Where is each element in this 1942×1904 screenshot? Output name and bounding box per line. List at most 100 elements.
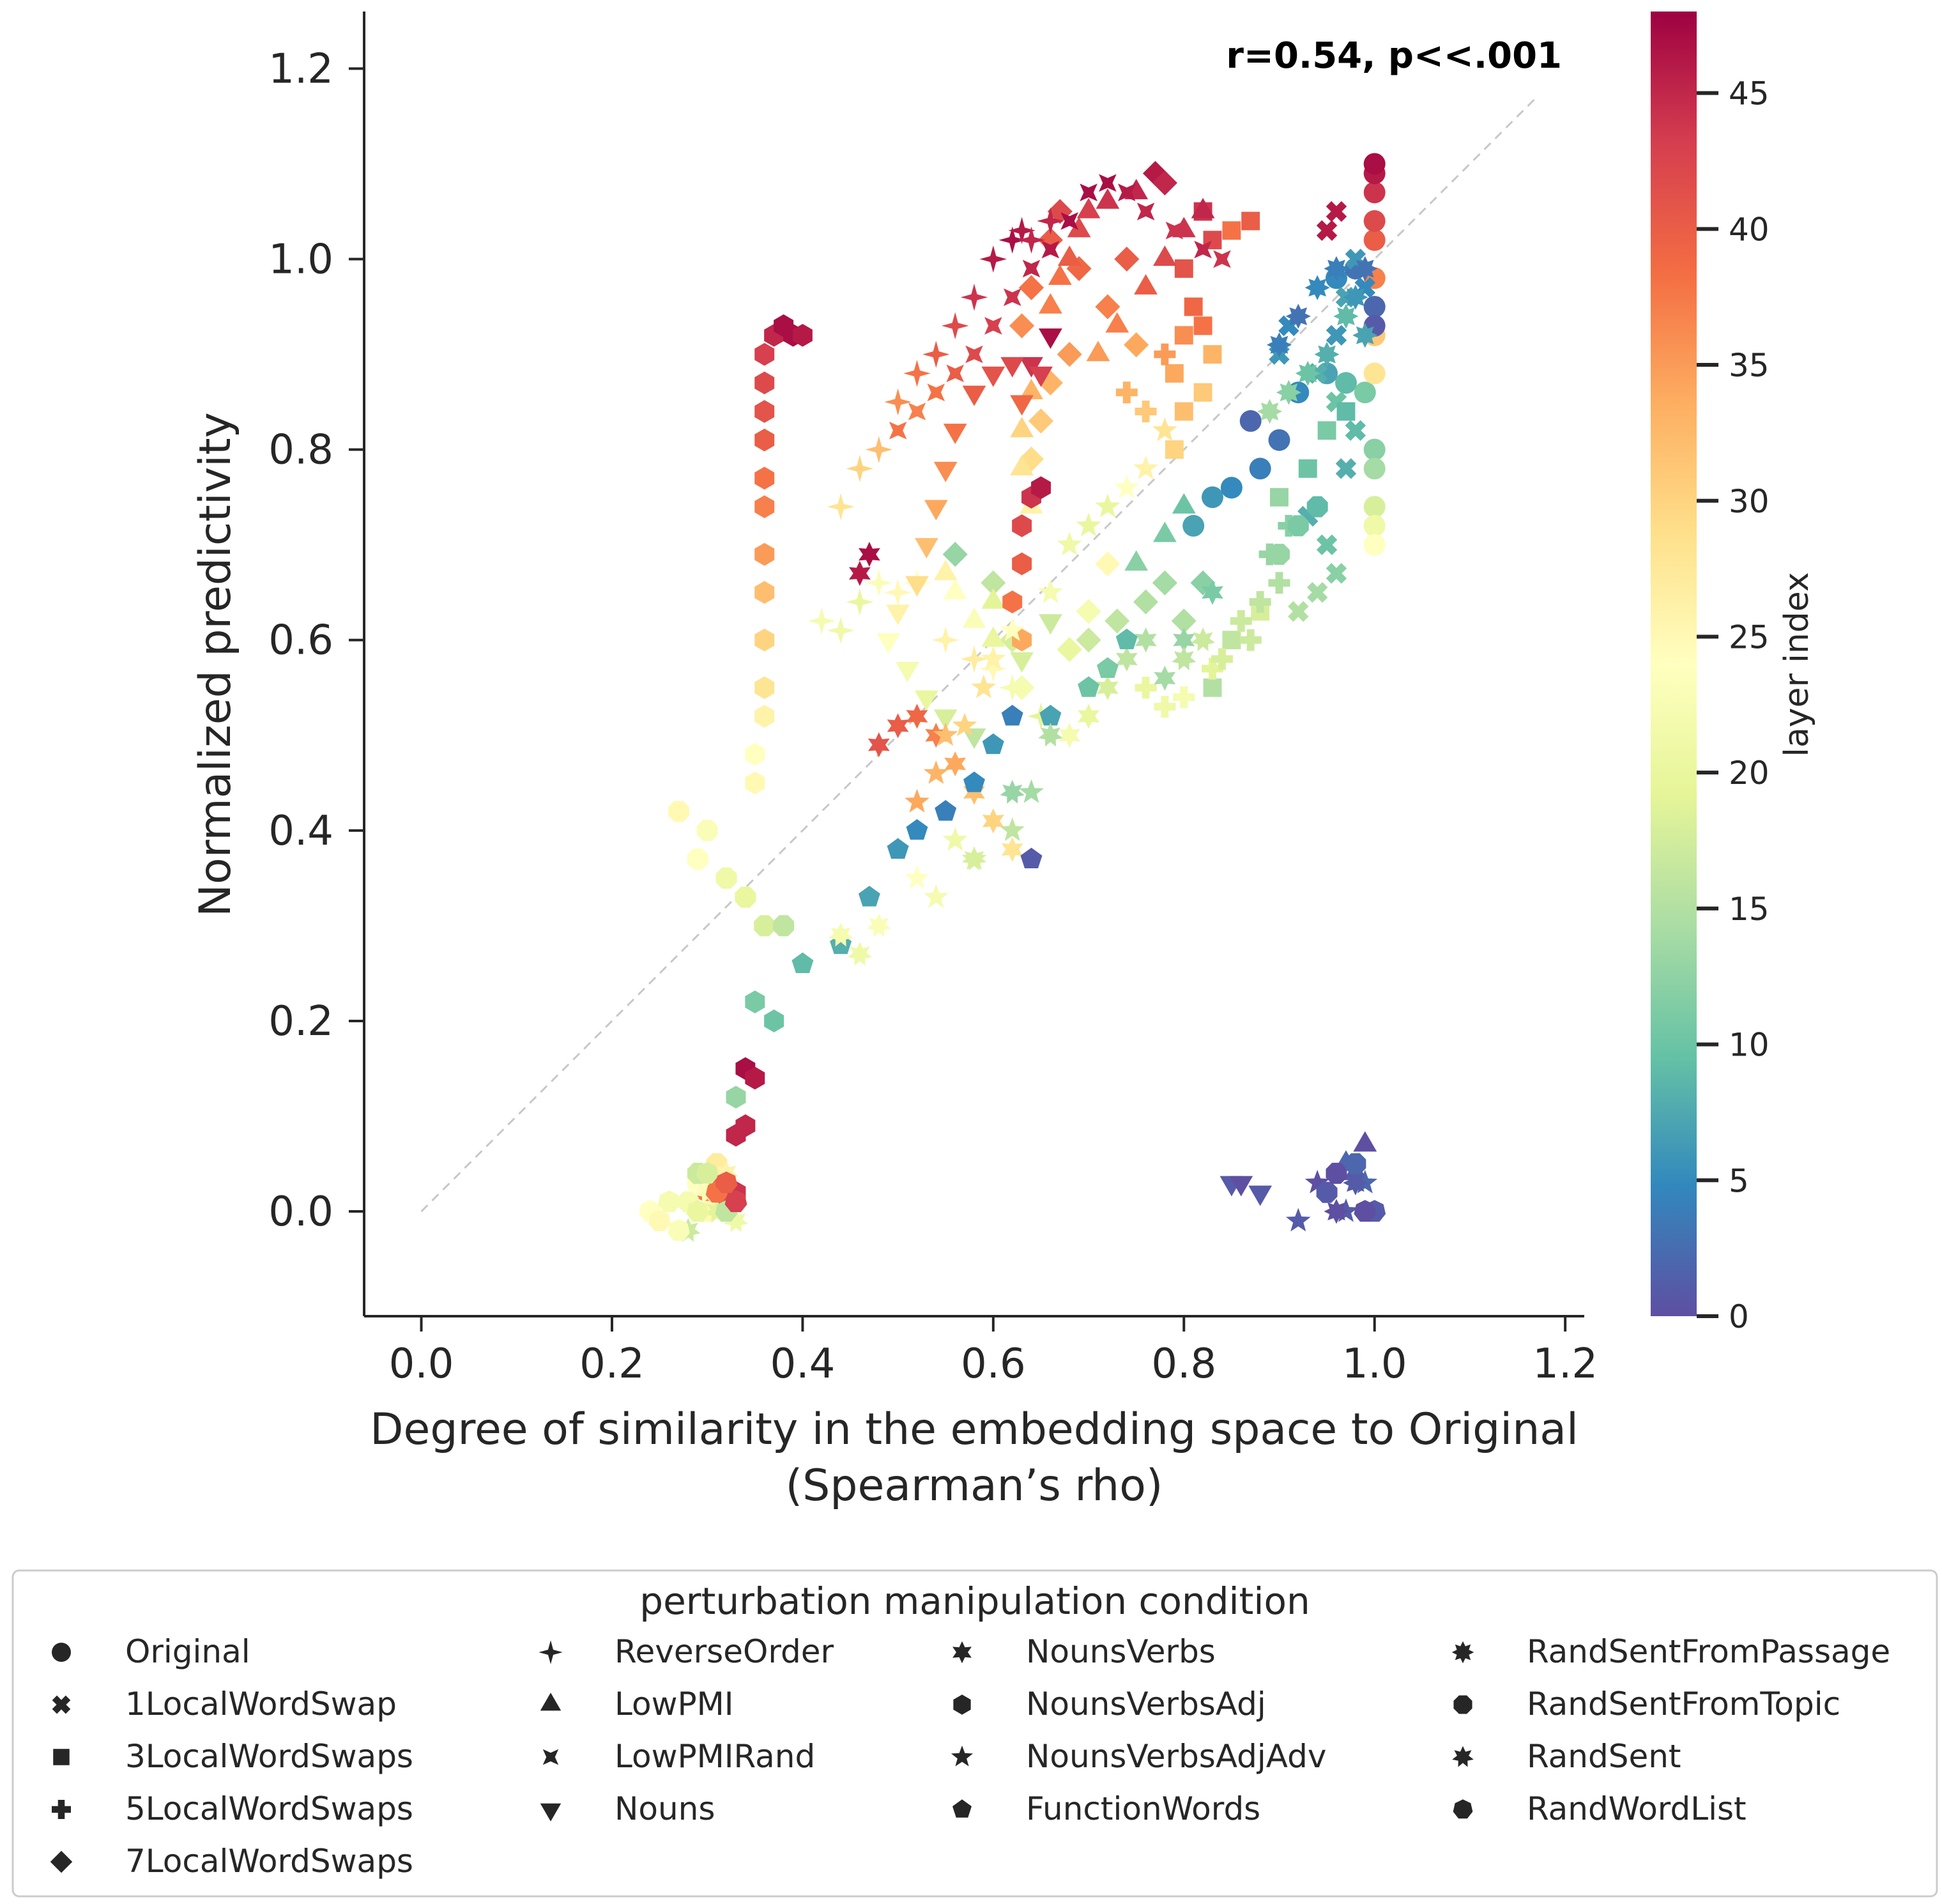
point	[1287, 515, 1309, 537]
point	[1037, 370, 1063, 395]
point	[1316, 220, 1338, 242]
point	[1343, 284, 1368, 310]
point	[1335, 372, 1357, 394]
series-7LocalWordSwaps	[942, 160, 1216, 700]
colorbar-tick-label: 15	[1729, 891, 1770, 928]
point	[931, 626, 960, 654]
y-tick-label: 1.0	[268, 236, 333, 284]
point	[1039, 328, 1062, 349]
point	[982, 733, 1004, 755]
colorbar-tick-label: 45	[1729, 75, 1770, 112]
colorbar-tick-label: 0	[1729, 1298, 1749, 1335]
colorbar-tick-label: 30	[1729, 483, 1770, 520]
point	[935, 800, 957, 821]
legend-label: 1LocalWordSwap	[125, 1685, 397, 1723]
legend-marker	[52, 1800, 71, 1819]
point	[1324, 1199, 1349, 1224]
point	[668, 1219, 690, 1241]
y-tick-label: 0.0	[268, 1188, 333, 1236]
point	[1142, 160, 1168, 186]
identity-line	[420, 96, 1538, 1213]
point	[1076, 599, 1101, 624]
point	[960, 283, 988, 311]
point	[1154, 696, 1176, 718]
legend-items: Original 1LocalWordSwap 3LocalWordSwaps 5Lo…	[50, 1633, 1890, 1880]
point	[1031, 476, 1051, 500]
point	[696, 820, 718, 841]
point	[1001, 837, 1023, 863]
point	[982, 808, 1004, 834]
point	[865, 436, 893, 463]
point	[1173, 686, 1195, 709]
point	[1076, 512, 1101, 537]
point	[1060, 212, 1079, 230]
point	[1096, 657, 1119, 678]
point	[1136, 203, 1155, 220]
point	[745, 1066, 765, 1090]
series-RandSentFromPassage	[1257, 256, 1378, 1224]
point	[1153, 245, 1177, 266]
point	[1105, 608, 1130, 634]
point	[1213, 250, 1231, 268]
point	[1037, 227, 1063, 253]
point	[1191, 197, 1215, 219]
point	[887, 838, 909, 859]
point	[1057, 637, 1082, 663]
point	[1239, 410, 1262, 432]
point	[1363, 534, 1386, 556]
point	[1152, 417, 1177, 441]
point	[906, 703, 928, 729]
point	[998, 674, 1026, 702]
x-ticks: 0.0 0.2 0.4 0.6 0.8 1.0 1.2	[389, 1316, 1598, 1388]
legend: perturbation manipulation condition Orig…	[11, 1569, 1938, 1898]
point	[962, 607, 986, 628]
point	[1222, 221, 1241, 240]
point	[658, 1190, 680, 1213]
point	[1352, 323, 1378, 348]
point	[792, 323, 813, 347]
point	[960, 645, 988, 673]
point	[1018, 275, 1044, 300]
point	[944, 751, 967, 777]
point	[1345, 1153, 1366, 1174]
point	[1220, 477, 1242, 499]
point	[858, 886, 880, 907]
legend-marker	[53, 1749, 70, 1765]
point	[754, 428, 775, 452]
x-tick-label: 0.0	[389, 1340, 454, 1388]
point	[858, 542, 880, 567]
point	[963, 771, 985, 792]
point	[1326, 1162, 1347, 1184]
point	[754, 705, 775, 728]
point	[1018, 226, 1045, 254]
point	[1363, 153, 1386, 175]
point	[889, 421, 907, 440]
legend-label: 3LocalWordSwaps	[125, 1738, 413, 1775]
point	[1154, 343, 1176, 365]
point	[1080, 183, 1097, 202]
point	[1268, 429, 1290, 451]
point	[715, 1171, 738, 1194]
point	[922, 341, 950, 368]
point	[886, 604, 910, 626]
point	[1317, 421, 1336, 440]
legend-label: ReverseOrder	[615, 1633, 834, 1670]
point	[905, 865, 929, 889]
point	[1354, 1200, 1377, 1222]
point	[981, 646, 1006, 670]
point	[1241, 211, 1260, 231]
point	[906, 818, 928, 840]
point	[1295, 360, 1320, 386]
point	[754, 581, 775, 604]
point	[1363, 296, 1386, 318]
point	[1099, 174, 1117, 192]
point	[1115, 628, 1138, 650]
point	[745, 771, 765, 795]
point	[754, 342, 775, 366]
point	[1316, 534, 1338, 555]
legend-label: 7LocalWordSwaps	[125, 1843, 413, 1880]
series-LowPMIRand	[889, 174, 1231, 440]
point	[754, 542, 775, 566]
point	[773, 915, 795, 937]
